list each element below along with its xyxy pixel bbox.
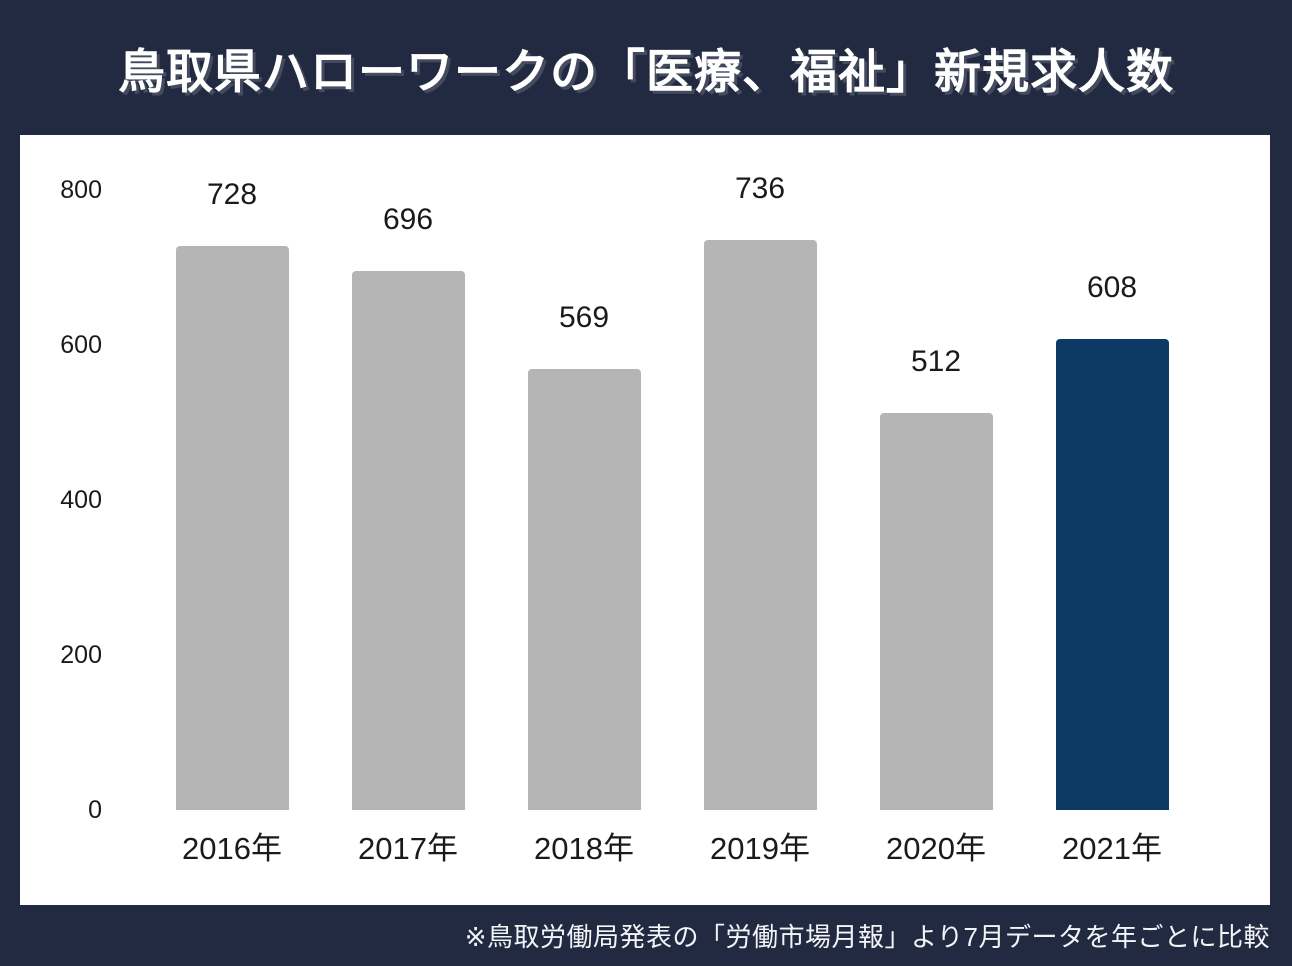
y-axis-tick-label: 600: [60, 331, 102, 359]
x-axis-tick-label: 2020年: [886, 831, 986, 866]
bar-2017年: [351, 270, 465, 810]
x-axis-tick-label: 2018年: [534, 831, 634, 866]
x-axis-tick-label: 2016年: [182, 831, 282, 866]
page-title: 鳥取県ハローワークの「医療、福祉」新規求人数: [118, 45, 1174, 98]
y-axis-tick-label: 0: [88, 796, 102, 824]
bar-value-label: 736: [734, 171, 786, 205]
bar-2019年: [703, 239, 817, 810]
bar-2016年: [175, 245, 289, 810]
y-axis-tick-label: 200: [60, 641, 102, 669]
bar-value-label: 512: [910, 345, 962, 379]
bar-2020年: [879, 413, 993, 810]
source-note: ※鳥取労働局発表の「労働市場月報」より7月データを年ごとに比較: [464, 922, 1270, 952]
y-axis-tick-label: 800: [60, 176, 102, 204]
bar-value-label: 728: [206, 177, 258, 211]
chart-header: 鳥取県ハローワークの「医療、福祉」新規求人数: [0, 0, 1292, 135]
x-axis-tick-label: 2021年: [1062, 831, 1162, 866]
bar-2018年: [527, 369, 641, 810]
bar-2021年: [1055, 338, 1169, 810]
x-axis-tick-label: 2017年: [358, 831, 458, 866]
bar-value-label: 696: [382, 202, 434, 236]
bar-value-label: 569: [558, 301, 610, 335]
chart-panel: 0 200 400 600 800 728 2016年 696 2017年 569 2018年 736…: [20, 135, 1270, 905]
x-axis-tick-label: 2019年: [710, 831, 810, 866]
bar-chart: 0 200 400 600 800 728 2016年 696 2017年 569 2018年 736…: [20, 135, 1270, 905]
bar-value-label: 608: [1086, 270, 1138, 304]
y-axis-tick-label: 400: [60, 486, 102, 514]
